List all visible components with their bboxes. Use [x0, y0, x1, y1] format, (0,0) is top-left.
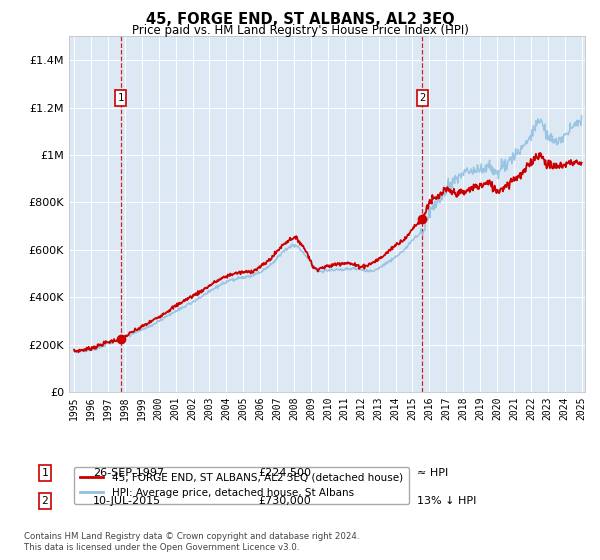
- Text: £224,500: £224,500: [258, 468, 311, 478]
- Text: 45, FORGE END, ST ALBANS, AL2 3EQ: 45, FORGE END, ST ALBANS, AL2 3EQ: [146, 12, 454, 27]
- Text: Contains HM Land Registry data © Crown copyright and database right 2024.
This d: Contains HM Land Registry data © Crown c…: [24, 532, 359, 552]
- Text: 1: 1: [118, 93, 124, 103]
- Text: 10-JUL-2015: 10-JUL-2015: [93, 496, 161, 506]
- Text: 2: 2: [41, 496, 49, 506]
- Text: ≈ HPI: ≈ HPI: [417, 468, 448, 478]
- Text: 2: 2: [419, 93, 425, 103]
- Text: £730,000: £730,000: [258, 496, 311, 506]
- Text: Price paid vs. HM Land Registry's House Price Index (HPI): Price paid vs. HM Land Registry's House …: [131, 24, 469, 36]
- Legend: 45, FORGE END, ST ALBANS, AL2 3EQ (detached house), HPI: Average price, detached: 45, FORGE END, ST ALBANS, AL2 3EQ (detac…: [74, 466, 409, 504]
- Text: 1: 1: [41, 468, 49, 478]
- Text: 26-SEP-1997: 26-SEP-1997: [93, 468, 164, 478]
- Text: 13% ↓ HPI: 13% ↓ HPI: [417, 496, 476, 506]
